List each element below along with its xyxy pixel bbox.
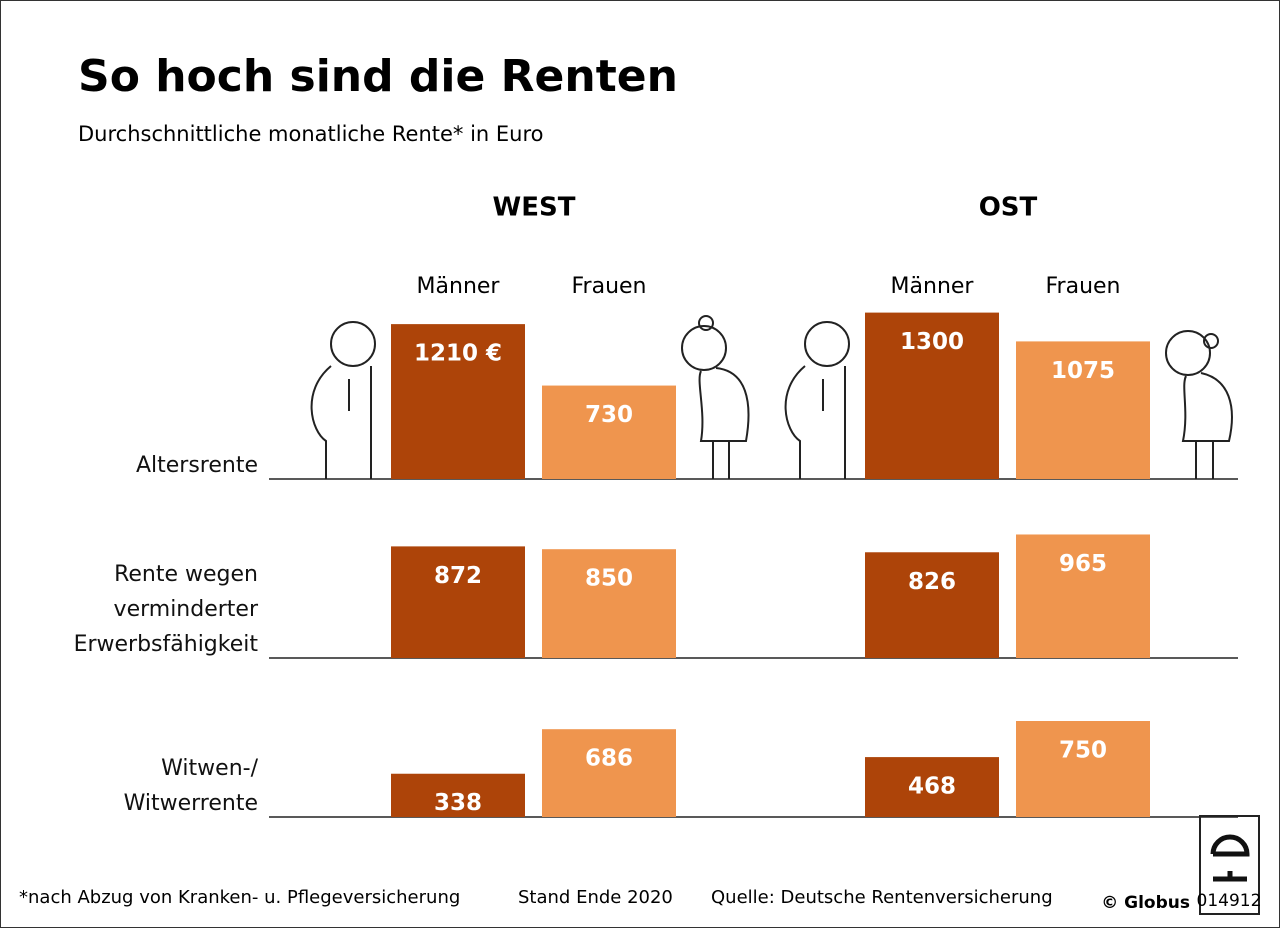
bar [865, 757, 999, 817]
group-header: OST [979, 193, 1038, 223]
series-label: Frauen [1045, 274, 1120, 299]
value-label: 850 [585, 566, 633, 592]
bar [391, 546, 525, 658]
bar [1016, 534, 1150, 658]
series-label: Frauen [571, 274, 646, 299]
bar [391, 324, 525, 479]
bar [391, 773, 525, 817]
bar [1016, 721, 1150, 817]
credit: © Globus [1101, 893, 1190, 913]
value-label: 686 [585, 746, 633, 772]
bar [865, 312, 999, 479]
bar [542, 549, 676, 658]
code: 014912 [1197, 891, 1262, 911]
value-label: 1300 [900, 329, 964, 355]
footnote: *nach Abzug von Kranken- u. Pflegeversic… [19, 887, 460, 908]
figure-woman [1165, 330, 1233, 479]
source: Quelle: Deutsche Rentenversicherung [711, 887, 1053, 908]
figure-man [310, 321, 376, 479]
chart-subtitle: Durchschnittliche monatliche Rente* in E… [78, 122, 544, 146]
figure-man [784, 321, 850, 479]
series-label: Männer [417, 274, 501, 299]
logo-box [1199, 815, 1260, 915]
series-label: Männer [891, 274, 975, 299]
value-label: 826 [908, 569, 956, 595]
value-label: 338 [434, 790, 482, 816]
row-label: Altersrente [135, 453, 258, 478]
chart-title: So hoch sind die Renten [78, 51, 678, 102]
value-label: 965 [1059, 551, 1107, 577]
bar [865, 552, 999, 658]
bar [1016, 341, 1150, 479]
value-label: 468 [908, 774, 956, 800]
group-header: WEST [493, 193, 576, 223]
value-label: 872 [434, 563, 482, 589]
bar [542, 729, 676, 817]
date-note: Stand Ende 2020 [518, 887, 673, 908]
figure-woman [681, 315, 750, 479]
value-label: 1075 [1051, 358, 1115, 384]
value-label: 730 [585, 402, 633, 428]
value-label: 750 [1059, 738, 1107, 764]
logo [1210, 834, 1250, 882]
value-label: 1210 € [414, 341, 502, 367]
bar [542, 385, 676, 479]
row-label: Witwen-/ Witwerrente [123, 756, 258, 816]
row-label: Rente wegen verminderter Erwerbsfähigkei… [73, 562, 258, 657]
